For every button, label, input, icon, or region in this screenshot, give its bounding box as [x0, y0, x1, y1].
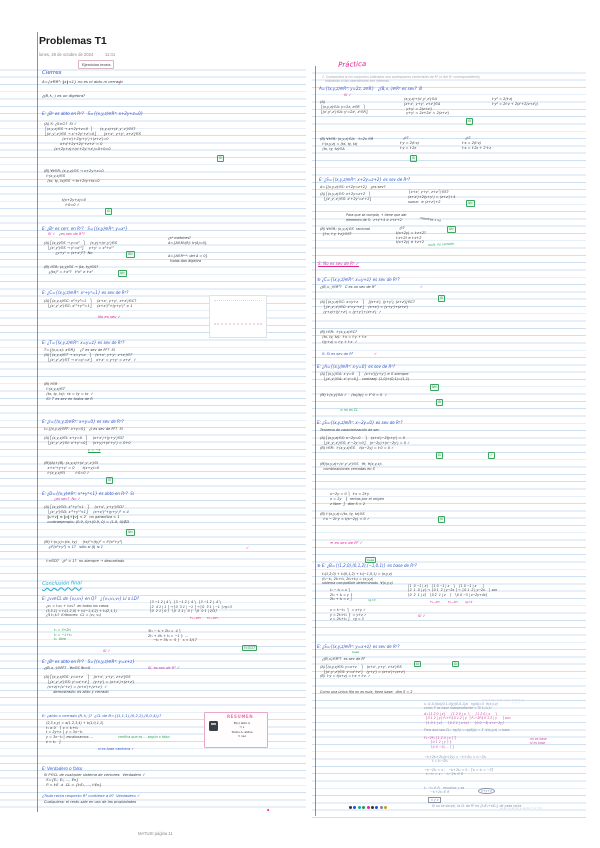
pen-dots-row — [349, 806, 388, 809]
pen-dot — [357, 806, 361, 809]
embedded-image-placeholder — [209, 295, 267, 338]
resumen-line: B(v) abto A — [233, 721, 251, 725]
pen-dot — [349, 806, 352, 809]
pen-dot — [384, 806, 388, 809]
resumen-line: Todos A: abtos — [231, 729, 253, 734]
margin-line-left — [37, 32, 39, 812]
resumen-line: ⇒ nec — [237, 734, 247, 739]
pen-dot — [375, 806, 379, 809]
resumen-box: RESUMEN B(v) abto A ⇒ ε Todos A: abtos ⇒ ne… — [204, 712, 268, 748]
notebook-page-right[interactable] — [312, 66, 586, 818]
faint-squiggle — [214, 300, 262, 301]
pen-dot — [353, 806, 357, 809]
page-date: lunes, 28 de octubre de 2024 — [39, 52, 94, 57]
page-time: 11:41 — [105, 52, 116, 57]
resumen-title: RESUMEN — [227, 714, 254, 719]
pen-dot — [362, 806, 366, 809]
faint-squiggle — [214, 323, 262, 325]
page-footer: MATUSI página 11 — [138, 831, 173, 836]
pen-dot — [366, 806, 370, 809]
notebook-page-left[interactable] — [0, 63, 306, 812]
stamp-icon — [209, 721, 218, 731]
resumen-line: ⇒ ε — [239, 725, 245, 730]
pen-dot — [370, 806, 374, 809]
resumen-lines: B(v) abto A ⇒ ε Todos A: abtos ⇒ nec — [219, 721, 265, 739]
page-title: Problemas T1 — [39, 35, 107, 47]
pen-dot — [379, 806, 383, 809]
tag-ejercicios-teoria[interactable]: Ejercicios teoría — [78, 59, 115, 69]
margin-line-right — [315, 66, 317, 816]
